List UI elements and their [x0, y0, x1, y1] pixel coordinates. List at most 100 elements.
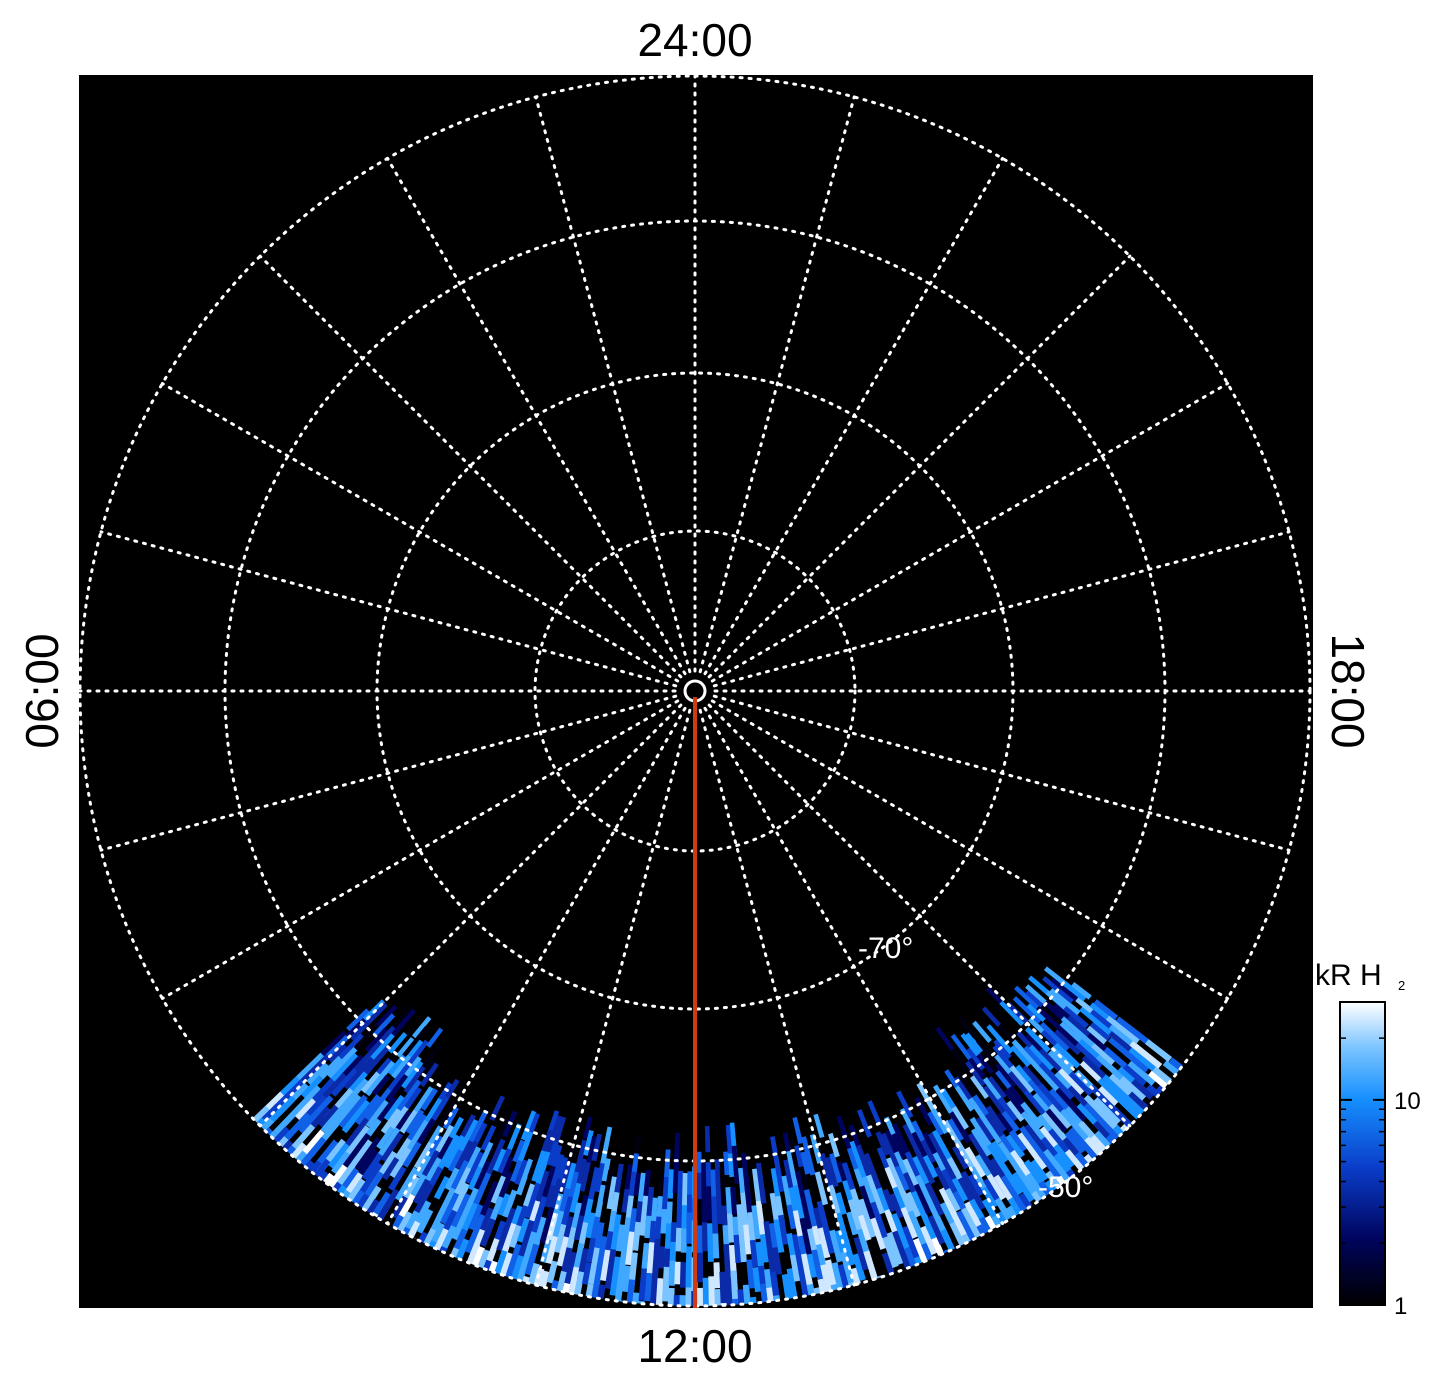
- aurora-strip: [468, 1204, 484, 1231]
- aurora-strip: [395, 1166, 419, 1202]
- aurora-strip: [396, 1036, 415, 1058]
- aurora-strip: [326, 1052, 359, 1087]
- aurora-strip: [318, 1104, 339, 1128]
- aurora-strip: [1098, 1085, 1119, 1106]
- aurora-strip: [968, 1173, 985, 1197]
- aurora-strip: [464, 1228, 486, 1270]
- meridian: [99, 530, 678, 688]
- aurora-strip: [954, 1085, 975, 1112]
- aurora-strip: [1010, 1149, 1036, 1182]
- meridian: [386, 706, 687, 1226]
- aurora-strip: [686, 1212, 693, 1244]
- aurora-strip: [349, 1048, 376, 1077]
- aurora-strip: [361, 1185, 382, 1213]
- aurora-strip: [829, 1152, 843, 1184]
- aurora-strip: [995, 1062, 1017, 1088]
- aurora-strip: [421, 1149, 441, 1177]
- aurora-strip: [388, 1106, 409, 1132]
- aurora-strip: [849, 1140, 869, 1182]
- aurora-strip: [1127, 1060, 1156, 1086]
- aurora-strip: [510, 1255, 525, 1282]
- aurora-strip: [364, 1087, 392, 1122]
- aurora-strip: [1041, 1111, 1070, 1144]
- aurora-strip: [361, 1152, 383, 1181]
- aurora-strip: [823, 1228, 836, 1255]
- aurora-strip: [531, 1150, 547, 1182]
- aurora-strip: [420, 1088, 438, 1111]
- aurora-strip: [997, 1096, 1019, 1122]
- aurora-strip: [755, 1162, 767, 1204]
- aurora-strip: [531, 1216, 547, 1252]
- aurora-strip: [380, 1108, 402, 1134]
- aurora-strip: [582, 1116, 593, 1140]
- aurora-strip: [951, 1177, 969, 1202]
- aurora-strip: [584, 1160, 597, 1195]
- aurora-strip: [696, 1172, 703, 1200]
- aurora-strip: [965, 1060, 987, 1087]
- aurora-strip: [829, 1229, 843, 1263]
- aurora-strip: [1045, 1108, 1068, 1133]
- aurora-strip: [817, 1227, 831, 1259]
- aurora-strip: [371, 1025, 396, 1053]
- aurora-strip: [755, 1200, 766, 1237]
- aurora-strip: [330, 1094, 362, 1130]
- aurora-strip: [1090, 1009, 1117, 1032]
- aurora-strip: [949, 1111, 972, 1144]
- aurora-strip: [492, 1148, 507, 1172]
- aurora-strip: [773, 1219, 785, 1253]
- aurora-strip: [987, 1075, 1008, 1099]
- aurora-strip: [326, 1046, 358, 1079]
- aurora-strip: [1050, 1045, 1075, 1070]
- aurora-strip: [300, 1075, 323, 1099]
- aurora-strip: [902, 1158, 922, 1192]
- aurora-strip: [651, 1238, 661, 1279]
- aurora-strip: [835, 1192, 847, 1215]
- aurora-strip: [667, 1169, 675, 1199]
- aurora-strip: [1024, 1123, 1051, 1156]
- aurora-strip: [1025, 1172, 1047, 1199]
- aurora-strip: [360, 1071, 381, 1094]
- aurora-strip: [391, 1054, 412, 1079]
- aurora-strip: [444, 1167, 460, 1191]
- latitude-label: -50°: [1038, 1171, 1093, 1204]
- aurora-strip: [852, 1253, 866, 1282]
- aurora-strip: [433, 1175, 450, 1200]
- aurora-strip: [630, 1292, 640, 1306]
- aurora-strip: [1051, 1075, 1075, 1100]
- aurora-strip: [964, 1146, 987, 1178]
- aurora-strip: [639, 1195, 649, 1236]
- aurora-strip: [297, 1136, 327, 1170]
- aurora-strip: [402, 1141, 422, 1168]
- aurora-strip: [386, 1009, 417, 1043]
- aurora-strip: [546, 1110, 560, 1136]
- aurora-strip: [927, 1111, 945, 1136]
- aurora-strip: [994, 1197, 1012, 1221]
- meridian: [712, 694, 1291, 852]
- aurora-strip: [886, 1157, 906, 1195]
- aurora-strip: [875, 1131, 890, 1156]
- aurora-strip: [1013, 1164, 1040, 1199]
- aurora-strip: [376, 1126, 395, 1150]
- aurora-strip: [855, 1144, 872, 1176]
- aurora-strip: [411, 1182, 435, 1219]
- aurora-strip: [1089, 1021, 1111, 1041]
- aurora-strip: [858, 1198, 877, 1238]
- aurora-strip: [596, 1235, 608, 1269]
- aurora-strip: [591, 1263, 604, 1301]
- aurora-strip: [375, 1127, 401, 1160]
- aurora-strip: [474, 1160, 491, 1190]
- aurora-strip: [952, 1145, 970, 1170]
- aurora-strip: [681, 1205, 688, 1236]
- meridian: [258, 703, 683, 1128]
- aurora-strip: [1028, 1044, 1055, 1071]
- aurora-strip: [922, 1154, 939, 1179]
- aurora-strip: [585, 1212, 596, 1239]
- aurora-strip: [402, 1175, 420, 1200]
- aurora-strip: [615, 1224, 626, 1252]
- aurora-strip: [949, 1221, 967, 1249]
- aurora-strip: [912, 1155, 930, 1185]
- aurora-strip: [1062, 1136, 1082, 1159]
- colorbar-label-subscript: 2: [1398, 978, 1405, 993]
- aurora-strip: [701, 1222, 709, 1252]
